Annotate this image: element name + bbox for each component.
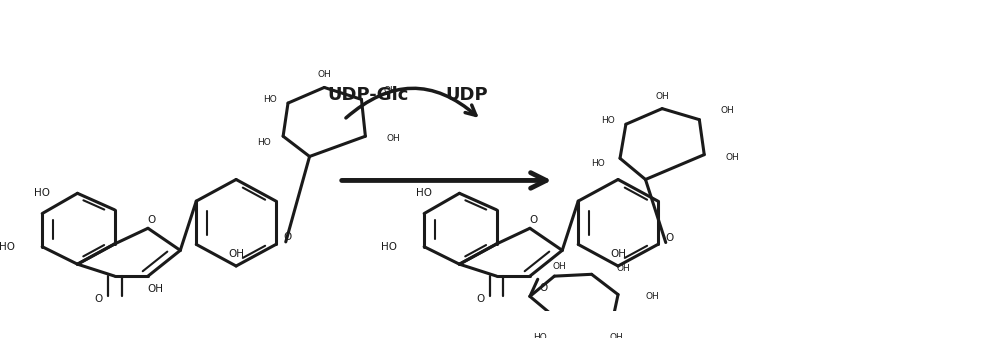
FancyArrowPatch shape (346, 88, 476, 118)
Text: HO: HO (416, 188, 432, 198)
Text: UDP-Glc: UDP-Glc (328, 86, 409, 104)
Text: HO: HO (257, 138, 270, 147)
Text: O: O (284, 232, 292, 242)
Text: OH: OH (228, 248, 244, 259)
Text: HO: HO (34, 188, 50, 198)
Text: HO: HO (533, 333, 547, 338)
Text: OH: OH (610, 248, 626, 259)
Text: O: O (530, 216, 538, 225)
Text: OH: OH (387, 134, 401, 143)
Text: OH: OH (616, 264, 630, 272)
Text: O: O (540, 283, 548, 293)
Text: O: O (95, 294, 103, 305)
Text: HO: HO (601, 116, 615, 125)
Text: OH: OH (609, 333, 623, 338)
Text: O: O (148, 216, 156, 225)
Text: O: O (666, 233, 674, 243)
Text: HO: HO (592, 160, 605, 168)
Text: OH: OH (148, 284, 164, 294)
Text: OH: OH (383, 86, 397, 95)
Text: OH: OH (317, 71, 331, 79)
Text: OH: OH (726, 153, 740, 162)
Text: HO: HO (264, 95, 277, 104)
Text: HO: HO (0, 242, 15, 252)
Text: OH: OH (721, 106, 735, 116)
Text: OH: OH (655, 92, 669, 101)
Text: HO: HO (381, 242, 397, 252)
Text: OH: OH (552, 262, 566, 271)
Text: OH: OH (645, 292, 659, 300)
Text: O: O (477, 294, 485, 305)
Text: UDP: UDP (445, 86, 488, 104)
